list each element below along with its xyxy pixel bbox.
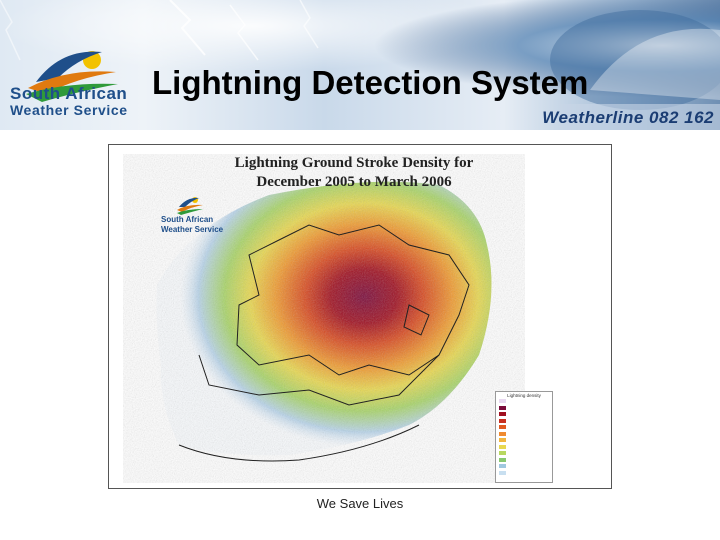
legend-swatch: [499, 399, 506, 404]
weatherline-number: Weatherline 082 162: [542, 108, 714, 127]
map-title-line1: Lightning Ground Stroke Density for: [234, 155, 474, 171]
legend-swatch: [499, 444, 506, 449]
page-title: Lightning Detection System: [152, 64, 589, 101]
map-logo-text-line1: South African: [161, 215, 214, 224]
legend-swatch: [499, 457, 506, 462]
legend-entry: [496, 411, 552, 418]
legend-entry: [496, 424, 552, 431]
org-name-line2: Weather Service: [10, 102, 128, 118]
legend-swatch: [499, 464, 506, 469]
map-legend: Lightning density: [495, 391, 553, 483]
map-saws-logo-icon: [177, 197, 203, 215]
legend-swatch: [499, 418, 506, 423]
legend-entry: [496, 444, 552, 451]
legend-swatch: [499, 451, 506, 456]
legend-entry: [496, 418, 552, 425]
legend-title: Lightning density: [507, 393, 541, 398]
legend-entry: [496, 457, 552, 464]
saws-logo-icon: [26, 51, 118, 102]
legend-entry: [496, 398, 552, 405]
legend-entry: [496, 470, 552, 477]
legend-entry: [496, 405, 552, 412]
legend-entry: [496, 450, 552, 457]
legend-swatch: [499, 405, 506, 410]
storm-sky-background: [0, 0, 720, 130]
legend-rows: [496, 398, 552, 476]
header-banner: South African Weather Service Lightning …: [0, 0, 720, 130]
legend-swatch: [499, 438, 506, 443]
footer-slogan: We Save Lives: [316, 496, 404, 511]
org-name-line1: South African: [10, 84, 128, 103]
map-logo-text-line2: Weather Service: [161, 225, 224, 234]
legend-entry: [496, 431, 552, 438]
legend-entry: [496, 463, 552, 470]
legend-swatch: [499, 412, 506, 417]
map-title-line2: December 2005 to March 2006: [256, 174, 452, 190]
legend-entry: [496, 437, 552, 444]
legend-swatch: [499, 425, 506, 430]
legend-swatch: [499, 470, 506, 475]
lightning-map-graphic: [156, 181, 492, 462]
legend-swatch: [499, 431, 506, 436]
lightning-density-map: Lightning Ground Stroke Density for Dece…: [108, 144, 612, 489]
